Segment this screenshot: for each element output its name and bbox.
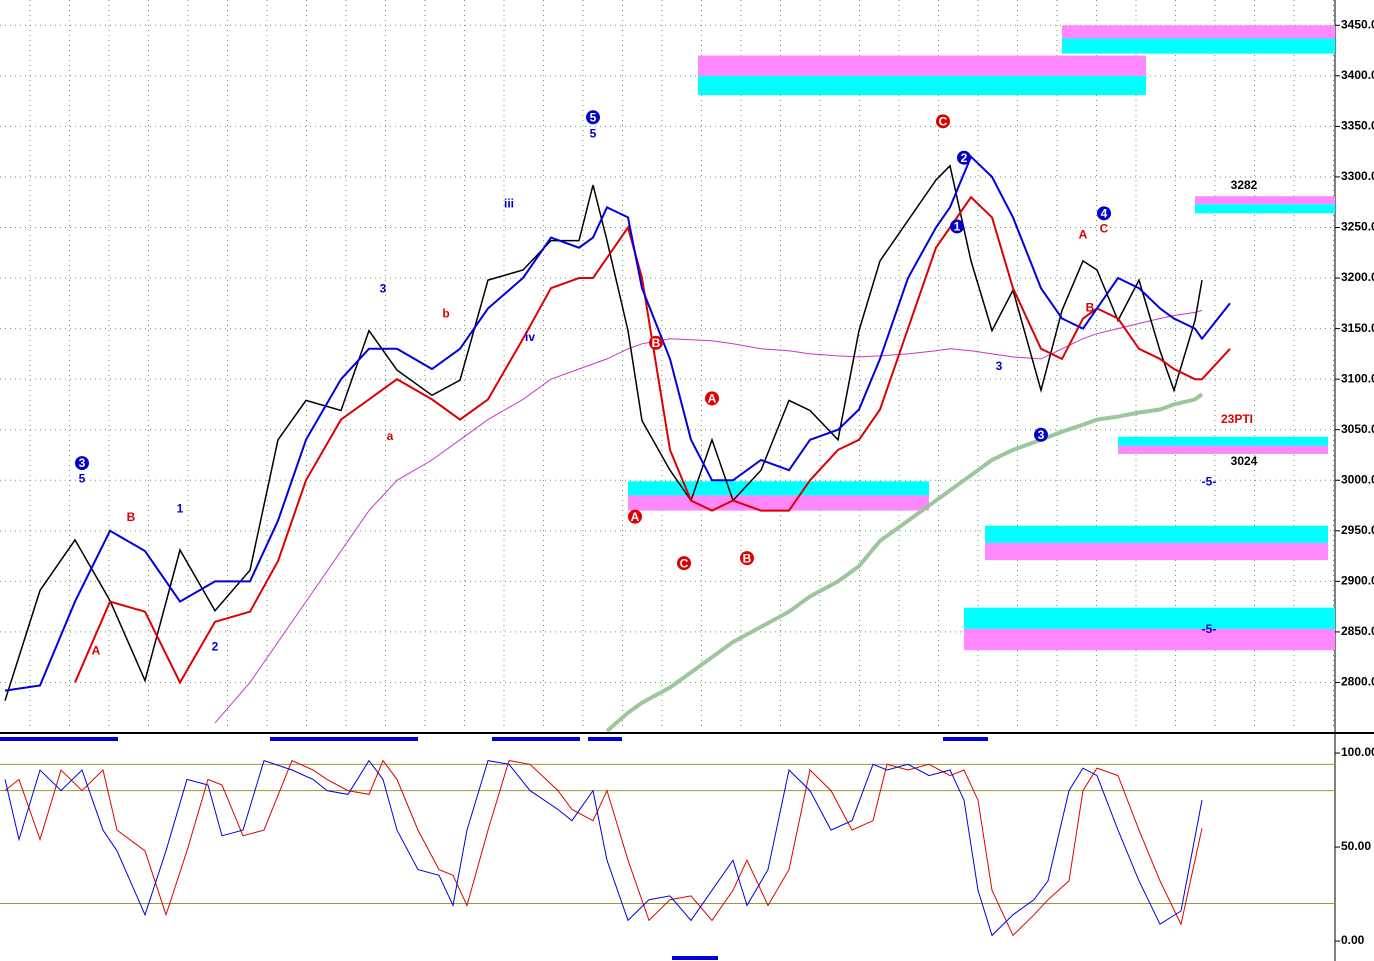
annotation-circle	[740, 551, 754, 566]
series-line	[4, 759, 1203, 937]
zone-upper	[985, 525, 1328, 543]
annotation: 1	[954, 220, 961, 234]
annotation: 2	[961, 151, 968, 165]
annotation: A	[708, 392, 717, 406]
annotation-circle	[1097, 206, 1111, 221]
annotation-circle	[950, 219, 964, 234]
annotation: B	[1086, 301, 1095, 315]
y-tick-label: 3000.00	[1341, 472, 1374, 486]
zone-upper	[698, 55, 1146, 76]
annotation: b	[442, 307, 449, 321]
annotation: 5	[79, 471, 86, 485]
zone-lower	[628, 495, 929, 511]
annotation-circle	[936, 114, 950, 129]
annotation: -5-	[1202, 474, 1217, 488]
y-tick-label: 2900.00	[1341, 574, 1374, 588]
series-line	[214, 309, 1203, 724]
series-line	[605, 392, 1204, 733]
y-tick-label: 3150.00	[1341, 321, 1374, 335]
annotation: -5-	[1202, 622, 1217, 636]
zone-lower	[1118, 445, 1328, 454]
zone-lower	[985, 542, 1328, 561]
y-tick-label: 3300.00	[1341, 169, 1374, 183]
annotation: A	[92, 643, 101, 657]
series-line	[4, 759, 1203, 937]
annotation: B	[652, 336, 661, 350]
annotation: 2	[212, 639, 219, 653]
annotation: 23PTI	[1221, 412, 1253, 426]
y-tick-label: 3450.00	[1341, 17, 1374, 31]
annotation: iv	[525, 330, 535, 344]
annotation: 4	[1101, 207, 1108, 221]
annotation: 3	[79, 456, 86, 470]
annotation-circle	[75, 456, 89, 471]
y-tick-label: 3250.00	[1341, 220, 1374, 234]
annotation-circle	[705, 391, 719, 406]
annotation: 3	[380, 281, 387, 295]
annotation: 5	[590, 127, 597, 141]
y-tick-label: 100.00	[1341, 745, 1374, 759]
zone-upper	[1195, 196, 1335, 205]
annotation: A	[631, 510, 640, 524]
annotation: 5	[590, 110, 597, 124]
zone-upper	[628, 481, 929, 496]
annotation: 3024	[1231, 454, 1258, 468]
annotation: C	[939, 115, 948, 129]
annotation-circle	[1034, 427, 1048, 442]
annotation: a	[387, 429, 394, 443]
annotation: 1	[177, 502, 184, 516]
annotation: B	[127, 510, 136, 524]
zone-lower	[1062, 38, 1335, 54]
annotation-circle	[957, 150, 971, 165]
zone-upper	[964, 607, 1335, 629]
y-tick-label: 0.00	[1341, 933, 1365, 947]
zone-lower	[964, 628, 1335, 651]
series-line	[4, 154, 1231, 692]
annotation: 3282	[1231, 178, 1258, 192]
annotation: 3	[1038, 428, 1045, 442]
annotation: iii	[504, 196, 514, 210]
y-tick-label: 3050.00	[1341, 422, 1374, 436]
y-tick-label: 3350.00	[1341, 119, 1374, 133]
y-tick-label: 3100.00	[1341, 371, 1374, 385]
annotation: 3	[996, 359, 1003, 373]
annotation-circle	[677, 556, 691, 571]
zone-lower	[1195, 204, 1335, 214]
y-tick-label: 2850.00	[1341, 624, 1374, 638]
y-tick-label: 3400.00	[1341, 68, 1374, 82]
annotation-circle	[649, 335, 663, 350]
y-tick-label: 2800.00	[1341, 675, 1374, 689]
y-tick-label: 2950.00	[1341, 523, 1374, 537]
annotation-circle	[628, 509, 642, 524]
y-tick-label: 3200.00	[1341, 270, 1374, 284]
annotation: A	[1079, 228, 1088, 242]
annotation: C	[680, 556, 689, 570]
y-tick-label: 50.00	[1341, 839, 1371, 853]
zone-lower	[698, 75, 1146, 96]
annotation: C	[1100, 222, 1109, 236]
zone-upper	[1062, 25, 1335, 39]
annotation-circle	[586, 110, 600, 125]
zone-upper	[1118, 436, 1328, 446]
series-line	[74, 195, 1231, 685]
annotation: B	[743, 551, 752, 565]
